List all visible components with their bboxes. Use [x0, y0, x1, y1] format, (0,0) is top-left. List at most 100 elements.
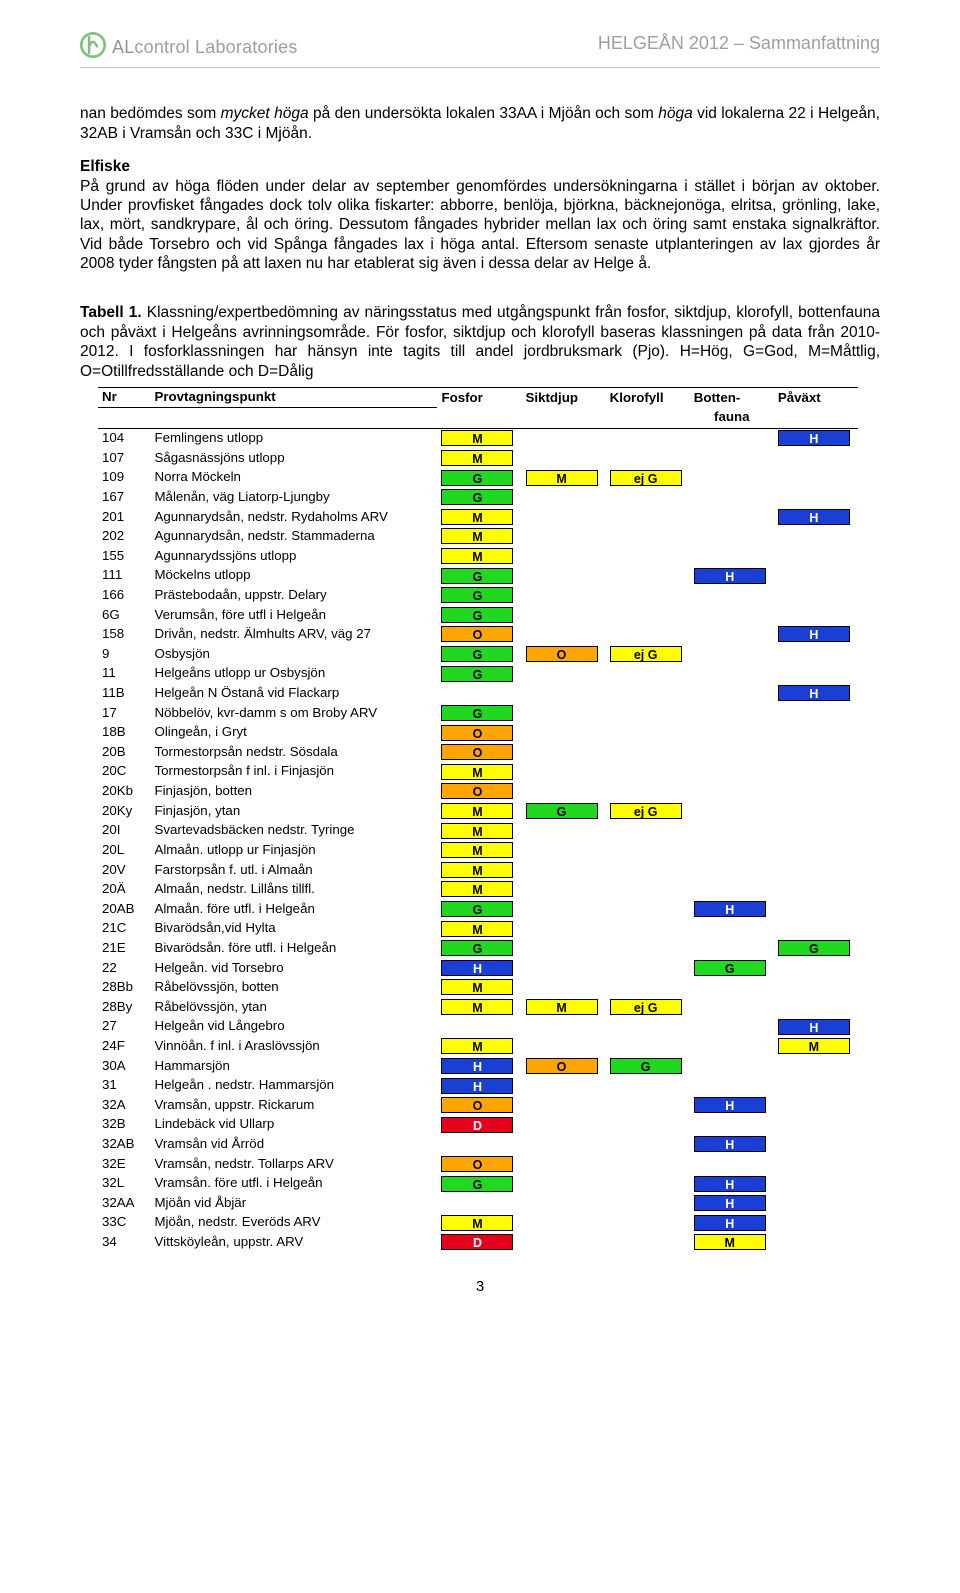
- col-header-name: Provtagningspunkt: [150, 387, 437, 408]
- table-row: 20LAlmaån. utlopp ur FinjasjönM: [98, 840, 858, 860]
- classification-cell: M: [441, 803, 513, 819]
- table-row: 201Agunnarydsån, nedstr. Rydaholms ARVMH: [98, 507, 858, 527]
- classification-cell: G: [526, 803, 598, 819]
- classification-cell: H: [694, 1097, 766, 1113]
- col-subheader-fauna: fauna: [690, 408, 774, 428]
- table-row: 11BHelgeån N Östanå vid FlackarpH: [98, 684, 858, 704]
- classification-cell: M: [778, 1038, 850, 1054]
- classification-cell: M: [441, 881, 513, 897]
- classification-cell: M: [526, 999, 598, 1015]
- table-row: 158Drivån, nedstr. Älmhults ARV, väg 27O…: [98, 625, 858, 645]
- table-row: 21EBivarödsån. före utfl. i HelgeånGG: [98, 938, 858, 958]
- classification-cell: G: [441, 568, 513, 584]
- classification-cell: M: [441, 862, 513, 878]
- brand-text: ALcontrol Laboratories: [112, 36, 298, 59]
- table-row: 22Helgeån. vid TorsebroHG: [98, 958, 858, 978]
- table-row: 24FVinnöån. f inl. i AraslövssjönMM: [98, 1036, 858, 1056]
- classification-cell: H: [778, 430, 850, 446]
- table-row: 28ByRåbelövssjön, ytanMMej G: [98, 997, 858, 1017]
- section-heading-elfiske: Elfiske: [80, 157, 880, 176]
- classification-cell: M: [441, 979, 513, 995]
- classification-cell: O: [526, 1058, 598, 1074]
- brand-block: ALcontrol Laboratories: [80, 32, 298, 63]
- col-header-siktdjup: Siktdjup: [522, 387, 606, 408]
- classification-cell: G: [441, 940, 513, 956]
- table-row: 32EVramsån, nedstr. Tollarps ARVO: [98, 1154, 858, 1174]
- classification-cell: O: [441, 1097, 513, 1113]
- classification-cell: H: [694, 1215, 766, 1231]
- table-row: 33CMjöån, nedstr. Everöds ARVMH: [98, 1213, 858, 1233]
- classification-cell: O: [441, 744, 513, 760]
- classification-cell: M: [526, 470, 598, 486]
- table-row: 107Sågasnässjöns utloppM: [98, 448, 858, 468]
- classification-cell: M: [441, 1038, 513, 1054]
- classification-table: Nr Provtagningspunkt Fosfor Siktdjup Klo…: [98, 387, 858, 1252]
- table-row: 6GVerumsån, före utfl i HelgeånG: [98, 605, 858, 625]
- classification-cell: G: [441, 646, 513, 662]
- classification-cell: H: [441, 960, 513, 976]
- classification-cell: O: [441, 626, 513, 642]
- table-row: 111Möckelns utloppGH: [98, 566, 858, 586]
- classification-cell: O: [441, 783, 513, 799]
- table-caption: Tabell 1. Klassning/expertbedömning av n…: [80, 303, 880, 381]
- col-header-klorofyll: Klorofyll: [606, 387, 690, 408]
- classification-cell: M: [441, 450, 513, 466]
- classification-cell: G: [441, 470, 513, 486]
- table-row: 109Norra MöckelnGMej G: [98, 468, 858, 488]
- table-row: 32AAMjöån vid ÅbjärH: [98, 1193, 858, 1213]
- classification-cell: M: [441, 548, 513, 564]
- paragraph-elfiske: På grund av höga flöden under delar av s…: [80, 177, 880, 274]
- classification-cell: H: [778, 509, 850, 525]
- classification-cell: G: [441, 587, 513, 603]
- page-header: ALcontrol Laboratories HELGEÅN 2012 – Sa…: [80, 32, 880, 63]
- table-row: 104Femlingens utloppMH: [98, 428, 858, 448]
- classification-cell: M: [441, 921, 513, 937]
- classification-cell: ej G: [610, 999, 682, 1015]
- classification-cell: G: [441, 901, 513, 917]
- table-row: 11Helgeåns utlopp ur OsbysjönG: [98, 664, 858, 684]
- classification-cell: H: [694, 1195, 766, 1211]
- table-row: 20ISvartevadsbäcken nedstr. TyringeM: [98, 821, 858, 841]
- classification-cell: G: [441, 705, 513, 721]
- table-row: 166Prästebodaån, uppstr. DelaryG: [98, 585, 858, 605]
- classification-cell: M: [441, 430, 513, 446]
- classification-cell: G: [441, 489, 513, 505]
- classification-cell: M: [441, 509, 513, 525]
- classification-cell: M: [441, 842, 513, 858]
- classification-cell: G: [778, 940, 850, 956]
- classification-cell: G: [441, 1176, 513, 1192]
- table-row: 20VFarstorpsån f. utl. i AlmaånM: [98, 860, 858, 880]
- table-row: 20KbFinjasjön, bottenO: [98, 782, 858, 802]
- table-row: 20ÄAlmaån, nedstr. Lillåns tillfl.M: [98, 880, 858, 900]
- document-title: HELGEÅN 2012 – Sammanfattning: [598, 32, 880, 55]
- table-row: 27Helgeån vid LångebroH: [98, 1017, 858, 1037]
- classification-cell: M: [441, 999, 513, 1015]
- table-row: 32AVramsån, uppstr. RickarumOH: [98, 1095, 858, 1115]
- table-row: 32BLindebäck vid UllarpD: [98, 1115, 858, 1135]
- classification-cell: G: [441, 666, 513, 682]
- table-row: 28BbRåbelövssjön, bottenM: [98, 978, 858, 998]
- classification-cell: H: [694, 901, 766, 917]
- table-row: 21CBivarödsån,vid HyltaM: [98, 919, 858, 939]
- classification-cell: ej G: [610, 470, 682, 486]
- classification-cell: D: [441, 1234, 513, 1250]
- col-header-fosfor: Fosfor: [437, 387, 521, 408]
- table-row: 18BOlingeån, i GrytO: [98, 723, 858, 743]
- classification-cell: ej G: [610, 646, 682, 662]
- classification-cell: H: [778, 685, 850, 701]
- classification-cell: M: [694, 1234, 766, 1250]
- classification-cell: H: [778, 1019, 850, 1035]
- table-row: 20ABAlmaån. före utfl. i HelgeånGH: [98, 899, 858, 919]
- classification-cell: M: [441, 528, 513, 544]
- logo-icon: [80, 32, 106, 63]
- table-row: 34Vittsköyleån, uppstr. ARVDM: [98, 1233, 858, 1253]
- table-row: 20CTormestorpsån f inl. i FinjasjönM: [98, 762, 858, 782]
- classification-cell: O: [441, 1156, 513, 1172]
- classification-cell: D: [441, 1117, 513, 1133]
- classification-cell: H: [441, 1058, 513, 1074]
- table-row: 20BTormestorpsån nedstr. SösdalaO: [98, 742, 858, 762]
- table-row: 9OsbysjönGOej G: [98, 644, 858, 664]
- classification-cell: ej G: [610, 803, 682, 819]
- classification-cell: M: [441, 1215, 513, 1231]
- classification-cell: O: [526, 646, 598, 662]
